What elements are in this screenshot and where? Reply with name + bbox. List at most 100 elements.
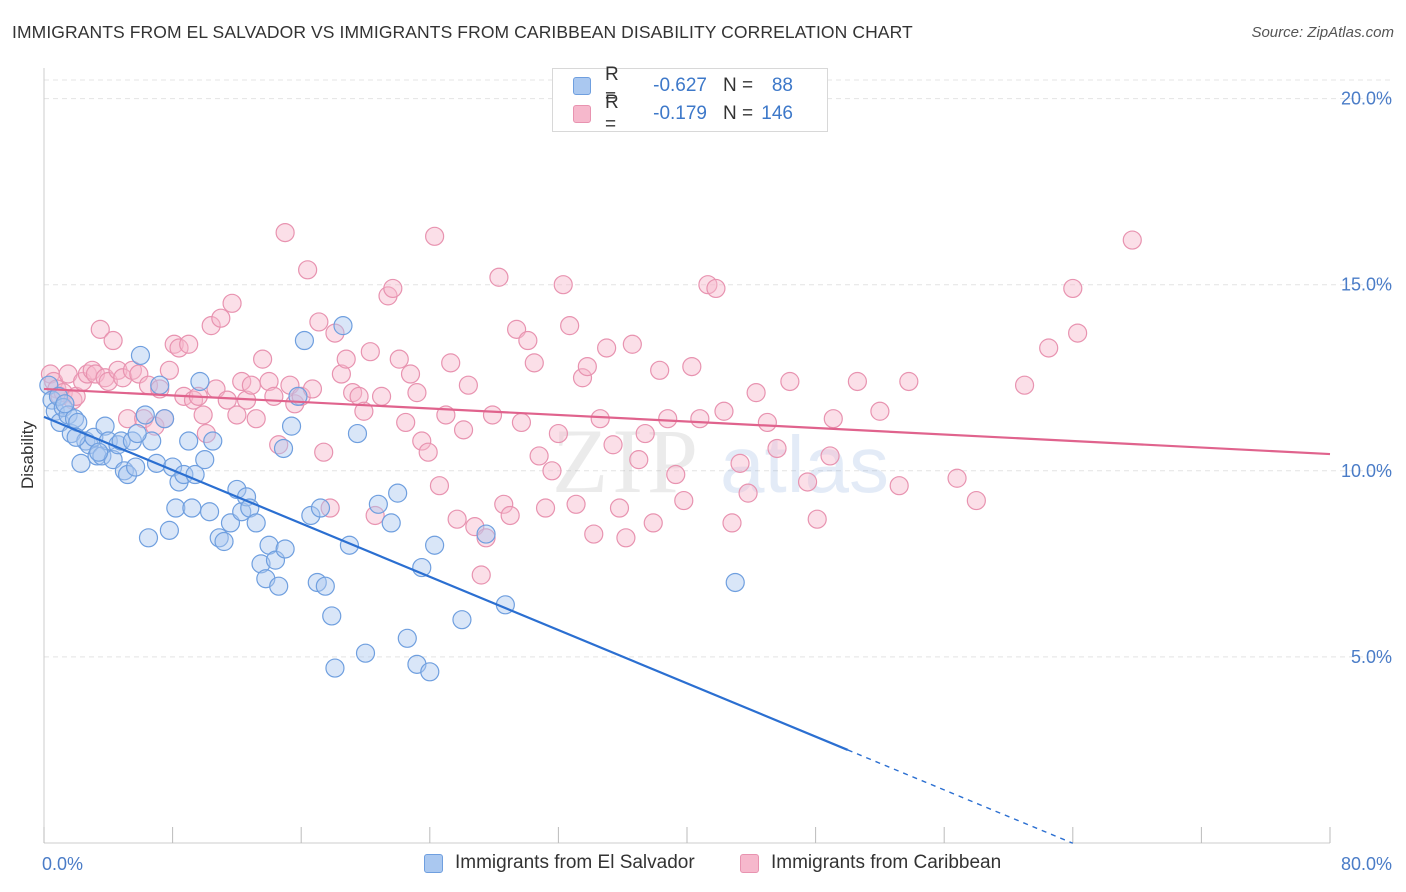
caribbean-point (722, 513, 742, 533)
x-tick-label-max: 80.0% (1341, 854, 1392, 874)
el-salvador-point (301, 505, 321, 526)
caribbean-point (584, 524, 604, 544)
caribbean-point (847, 371, 867, 392)
caribbean-point (298, 260, 318, 280)
caribbean-point (511, 412, 532, 433)
caribbean-point (360, 342, 380, 362)
el-salvador-point (275, 539, 295, 559)
caribbean-point (425, 226, 445, 246)
caribbean-point (331, 364, 351, 384)
el-salvador-point (185, 464, 205, 485)
caribbean-point (264, 386, 284, 406)
el-salvador-point (251, 554, 271, 574)
el-salvador-point (159, 520, 179, 540)
x-tick-label-min: 0.0% (42, 854, 83, 874)
caribbean-point (823, 409, 843, 429)
y-tick-label: 15.0% (1341, 275, 1392, 295)
trend-lines (43, 387, 1331, 844)
el-salvador-point (310, 498, 331, 518)
caribbean-point (246, 409, 266, 429)
caribbean-point (412, 431, 432, 451)
caribbean-trend-line (43, 387, 1331, 456)
el-salvador-point (179, 431, 199, 451)
el-salvador-point (203, 431, 223, 451)
el-salvador-point (130, 345, 151, 366)
caribbean-point (253, 349, 273, 369)
watermark-atlas: atlas (720, 420, 889, 509)
caribbean-point (365, 505, 385, 526)
caribbean-point (179, 334, 199, 354)
series-label-caribbean: Immigrants from Caribbean (771, 852, 1002, 873)
el-salvador-point (195, 450, 215, 470)
source-label: Source: ZipAtlas.com (1251, 24, 1394, 41)
caribbean-point (807, 509, 827, 529)
caribbean-point (643, 513, 663, 533)
caribbean-point (1068, 323, 1088, 343)
caribbean-point (553, 275, 573, 295)
el-salvador-point (117, 464, 138, 485)
caribbean-point (1122, 230, 1142, 250)
caribbean-point (500, 505, 520, 526)
caribbean-point (635, 423, 655, 444)
caribbean-point (193, 405, 213, 425)
caribbean-points (40, 223, 1142, 585)
caribbean-point (383, 278, 403, 299)
caribbean-point (746, 383, 766, 403)
caribbean-point (870, 401, 890, 421)
caribbean-point (314, 442, 334, 462)
caribbean-point (767, 438, 787, 459)
el-salvador-point (114, 461, 134, 481)
caribbean-point (489, 267, 509, 287)
y-tick-labels: 5.0% 10.0% 15.0% 20.0% (1341, 89, 1392, 667)
caribbean-point (622, 334, 642, 354)
caribbean-point (441, 353, 461, 373)
el-salvador-point (190, 371, 210, 392)
el-salvador-point (48, 386, 69, 406)
caribbean-point (227, 405, 247, 425)
el-salvador-point (294, 330, 315, 351)
caribbean-point (407, 383, 427, 403)
el-salvador-point (166, 498, 186, 518)
el-salvador-point (420, 662, 440, 682)
y-tick-label: 5.0% (1351, 647, 1392, 667)
caribbean-point (429, 476, 450, 496)
el-salvador-point (315, 576, 335, 596)
el-salvador-point (126, 457, 146, 477)
chart-title: IMMIGRANTS FROM EL SALVADOR VS IMMIGRANT… (12, 22, 913, 42)
caribbean-point (494, 494, 514, 514)
el-salvador-point (111, 431, 131, 451)
y-tick-label: 10.0% (1341, 461, 1392, 481)
y-tick-label: 20.0% (1341, 89, 1392, 109)
series-legend-item-caribbean[interactable]: Immigrants from Caribbean (740, 852, 1001, 874)
caribbean-point (389, 349, 409, 369)
caribbean-point (899, 371, 919, 392)
caribbean-point (529, 446, 549, 466)
el-salvador-point (333, 316, 353, 336)
caribbean-point (597, 338, 617, 358)
caribbean-point (275, 223, 295, 243)
legend-row-caribbean: R = -0.179 N = 146 (573, 92, 793, 135)
caribbean-point (666, 464, 686, 485)
caribbean-point (396, 412, 416, 433)
caribbean-point (548, 423, 569, 444)
caribbean-point (169, 338, 189, 358)
caribbean-point (966, 490, 986, 511)
caribbean-point (90, 319, 110, 339)
caribbean-point (609, 498, 630, 518)
caribbean-point (1063, 278, 1083, 299)
el-salvador-point (269, 576, 289, 596)
caribbean-point (947, 468, 967, 488)
caribbean-point (447, 509, 467, 529)
el-salvador-point (388, 483, 408, 503)
el-salvador-point (368, 494, 388, 514)
legend-r-label: R = (605, 92, 619, 135)
caribbean-point (259, 371, 279, 392)
series-legend-item-el-salvador[interactable]: Immigrants from El Salvador (424, 852, 695, 874)
caribbean-point (566, 494, 586, 514)
axes (43, 68, 1331, 844)
legend-row-el-salvador: R = -0.627 N = 88 (573, 64, 793, 107)
caribbean-point (682, 356, 702, 377)
series-legend: Immigrants from El Salvador Immigrants f… (0, 852, 1406, 878)
caribbean-point (629, 450, 649, 470)
